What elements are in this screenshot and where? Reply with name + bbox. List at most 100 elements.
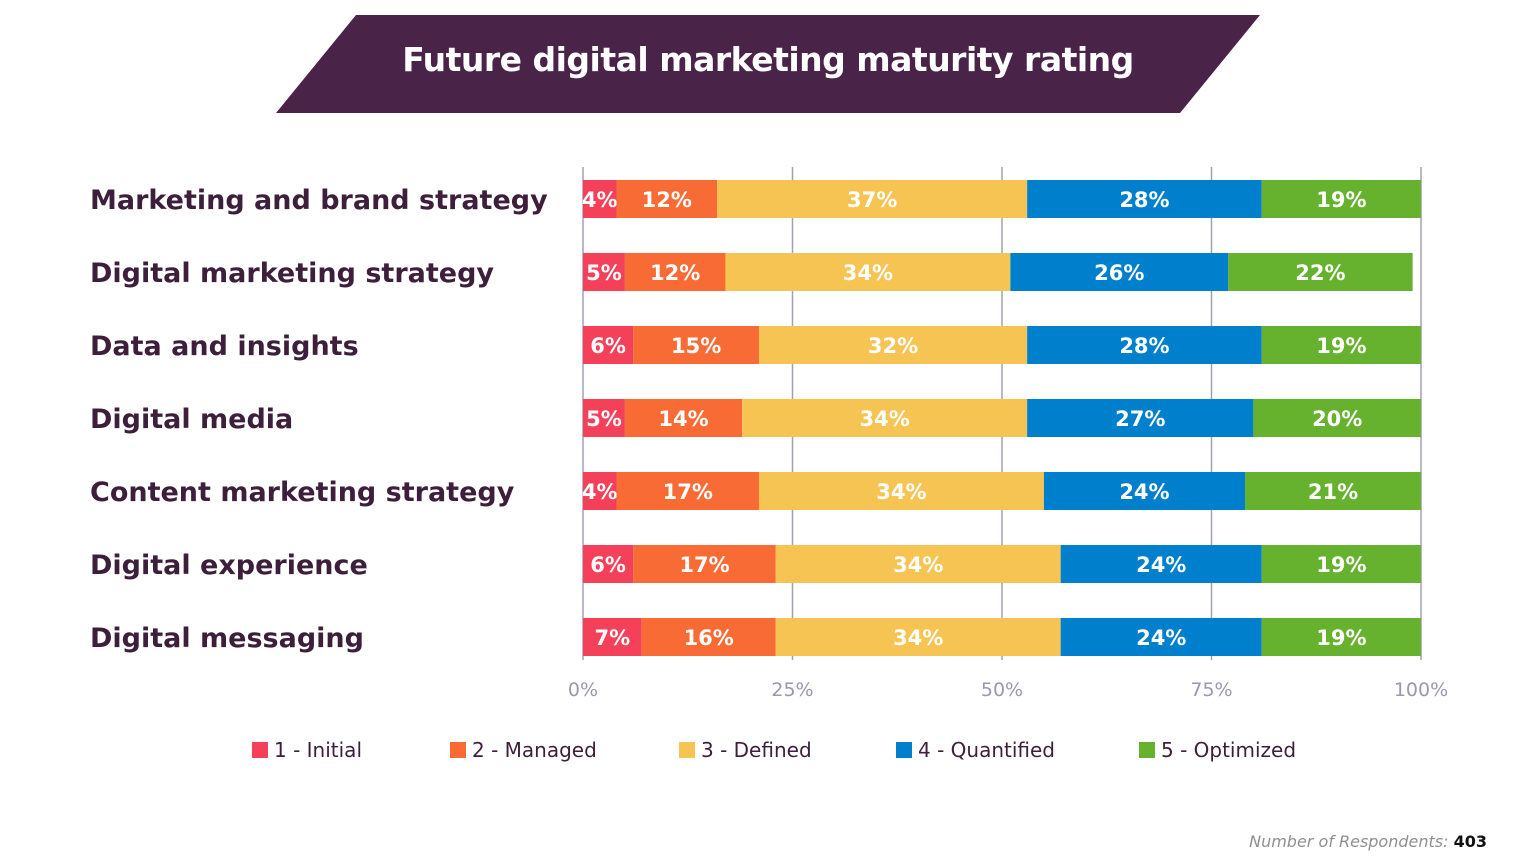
bar-segment: [1060, 618, 1262, 656]
bar-segment: [583, 326, 634, 364]
data-label: 15%: [671, 334, 721, 358]
data-label: 16%: [684, 626, 734, 650]
bar-segment: [633, 545, 776, 583]
bar-segment: [616, 472, 759, 510]
bar-segment: [583, 399, 625, 437]
data-label: 4%: [582, 188, 618, 212]
bar-segment: [1060, 545, 1262, 583]
category-label: Digital messaging: [90, 623, 364, 654]
data-label: 17%: [663, 480, 713, 504]
data-label: 19%: [1316, 553, 1366, 577]
bar-segment: [758, 472, 1044, 510]
bar-segment: [583, 618, 642, 656]
bar-segment: [1010, 253, 1229, 291]
category-label: Digital marketing strategy: [90, 258, 494, 289]
category-label: Digital experience: [90, 550, 368, 581]
data-label: 24%: [1136, 626, 1186, 650]
data-label: 37%: [847, 188, 897, 212]
legend-item: 4 - Quantified: [896, 738, 1055, 762]
respondents-count: 403: [1453, 832, 1487, 851]
bar-segment: [1228, 253, 1413, 291]
bar-segment: [1261, 618, 1421, 656]
data-label: 22%: [1295, 261, 1345, 285]
title-banner: [276, 15, 1260, 113]
data-label: 17%: [679, 553, 729, 577]
legend-swatch: [896, 742, 912, 758]
bar-segment: [633, 326, 759, 364]
legend-label: 4 - Quantified: [918, 738, 1056, 762]
category-label: Marketing and brand strategy: [90, 185, 548, 216]
data-label: 7%: [595, 626, 631, 650]
x-tick-label: 75%: [1190, 679, 1232, 701]
data-label: 32%: [868, 334, 918, 358]
bar-segment: [583, 545, 634, 583]
bar-segment: [583, 180, 617, 218]
legend-swatch: [679, 742, 695, 758]
bar-segment: [583, 472, 617, 510]
legend-label: 1 - Initial: [274, 738, 362, 762]
data-label: 34%: [893, 553, 943, 577]
bar-segment: [725, 253, 1011, 291]
bar-segment: [1027, 399, 1254, 437]
data-label: 19%: [1316, 188, 1366, 212]
x-tick-label: 50%: [981, 679, 1023, 701]
bar-segment: [641, 618, 776, 656]
legend: 1 - Initial 2 - Managed 3 - Defined 4 - Qua…: [0, 738, 1536, 768]
data-label: 5%: [586, 407, 622, 431]
data-label: 19%: [1316, 626, 1366, 650]
bar-segment: [1261, 180, 1421, 218]
bar-segment: [1027, 326, 1262, 364]
data-label: 24%: [1136, 553, 1186, 577]
data-label: 12%: [642, 188, 692, 212]
data-label: 34%: [893, 626, 943, 650]
data-label: 28%: [1119, 188, 1169, 212]
data-label: 24%: [1119, 480, 1169, 504]
legend-swatch: [252, 742, 268, 758]
category-label: Digital media: [90, 404, 293, 435]
data-label: 6%: [590, 553, 626, 577]
bar-segment: [775, 545, 1061, 583]
data-label: 28%: [1119, 334, 1169, 358]
x-tick-label: 100%: [1394, 679, 1448, 701]
bar-segment: [583, 253, 625, 291]
data-label: 4%: [582, 480, 618, 504]
bar-segment: [1253, 399, 1421, 437]
legend-item: 5 - Optimized: [1139, 738, 1296, 762]
data-label: 34%: [860, 407, 910, 431]
legend-swatch: [1139, 742, 1155, 758]
x-tick-label: 0%: [568, 679, 598, 701]
data-label: 21%: [1308, 480, 1358, 504]
legend-item: 2 - Managed: [450, 738, 597, 762]
category-label: Content marketing strategy: [90, 477, 515, 508]
data-label: 34%: [843, 261, 893, 285]
data-label: 26%: [1094, 261, 1144, 285]
bar-segment: [624, 253, 726, 291]
data-label: 27%: [1115, 407, 1165, 431]
legend-item: 1 - Initial: [252, 738, 362, 762]
legend-item: 3 - Defined: [679, 738, 812, 762]
bar-segment: [624, 399, 743, 437]
category-label: Data and insights: [90, 331, 359, 362]
bar-segment: [717, 180, 1028, 218]
legend-swatch: [450, 742, 466, 758]
chart-title: Future digital marketing maturity rating: [402, 40, 1134, 79]
legend-label: 3 - Defined: [701, 738, 812, 762]
data-label: 12%: [650, 261, 700, 285]
legend-label: 5 - Optimized: [1161, 738, 1297, 762]
respondents-label: Number of Respondents:: [1249, 832, 1449, 851]
bar-segment: [758, 326, 1028, 364]
bar-segment: [616, 180, 718, 218]
data-label: 6%: [590, 334, 626, 358]
bar-segment: [1261, 326, 1421, 364]
bar-segment: [742, 399, 1028, 437]
bar-segment: [1261, 545, 1421, 583]
bar-segment: [1027, 180, 1262, 218]
data-label: 19%: [1316, 334, 1366, 358]
bar-segment: [1245, 472, 1421, 510]
data-label: 34%: [876, 480, 926, 504]
data-label: 14%: [658, 407, 708, 431]
bar-segment: [775, 618, 1061, 656]
respondents-note: Number of Respondents: 403: [1249, 832, 1487, 851]
data-label: 5%: [586, 261, 622, 285]
